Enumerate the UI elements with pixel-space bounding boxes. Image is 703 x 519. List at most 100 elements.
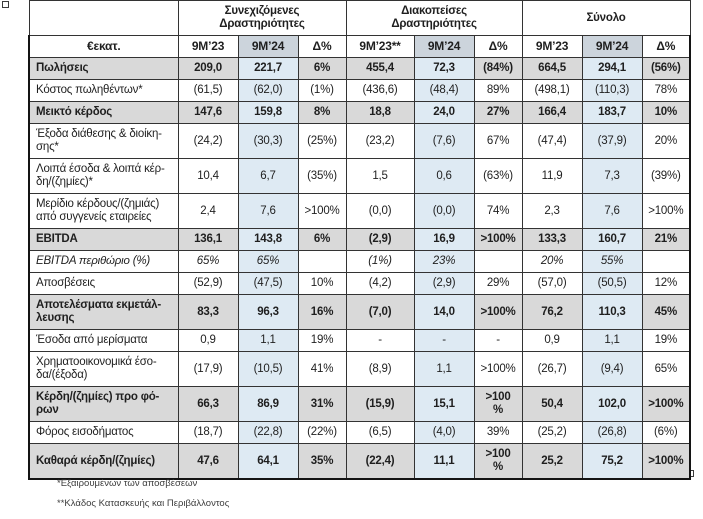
table-cell: 65% xyxy=(641,351,692,387)
table-cell: 7,3 xyxy=(581,158,643,194)
table-cell: >100% xyxy=(473,351,523,387)
footnote: *Εξαιρουμένων των αποσβέσεων xyxy=(57,478,198,489)
table-cell: 10% xyxy=(297,272,347,295)
table-cell: 455,4 xyxy=(345,57,415,80)
table-cell: 16,9 xyxy=(413,228,475,251)
table-cell: 160,7 xyxy=(581,228,643,251)
table-cell: 39% xyxy=(473,421,523,444)
row-label: EBITDA xyxy=(28,228,179,251)
table-cell: (498,1) xyxy=(521,79,583,102)
table-cell: (10,5) xyxy=(237,351,299,387)
table-cell: (23,2) xyxy=(345,123,415,159)
column-group-row: Συνεχιζόμενες Δραστηριότητες Διακοπείσες … xyxy=(28,0,691,36)
table-cell: 41% xyxy=(297,351,347,387)
table-cell: 24,0 xyxy=(413,101,475,124)
table-cell: 8% xyxy=(297,101,347,124)
row-label: EBITDA περιθώριο (%) xyxy=(28,250,179,273)
table-cell: 16% xyxy=(297,294,347,330)
table-body: Πωλήσεις 209,0 221,7 6% 455,4 72,3 (84%) 664,5 2… xyxy=(28,57,692,480)
table-cell: 96,3 xyxy=(237,294,299,330)
table-cell: (25%) xyxy=(297,123,347,159)
table-cell: 6% xyxy=(297,57,347,80)
table-cell: (61,5) xyxy=(177,79,239,102)
table-cell: 35% xyxy=(297,443,347,480)
table-cell: (6%) xyxy=(641,421,692,444)
row-label: Έξοδα διάθεσης & διοίκη- σης* xyxy=(28,123,179,159)
table-cell: >100% xyxy=(473,294,523,330)
table-cell: 64,1 xyxy=(237,443,299,480)
table-cell: 74% xyxy=(473,193,523,229)
table-cell: (37,9) xyxy=(581,123,643,159)
table-cell: (47,4) xyxy=(521,123,583,159)
table-cell: (24,2) xyxy=(177,123,239,159)
table-cell: (56%) xyxy=(641,57,692,80)
resize-handle-top-left[interactable] xyxy=(2,1,9,8)
column-group-header: Συνεχιζόμενες Δραστηριότητες xyxy=(177,0,347,36)
table-cell: (62,0) xyxy=(237,79,299,102)
table-cell: 0,9 xyxy=(177,329,239,352)
table-cell: 78% xyxy=(641,79,692,102)
table-cell: - xyxy=(345,329,415,352)
table-cell: 55% xyxy=(581,250,643,273)
table-cell: 47,6 xyxy=(177,443,239,480)
table-cell: 18,8 xyxy=(345,101,415,124)
column-header: 9M’24 xyxy=(413,35,475,58)
table-cell: (4,0) xyxy=(413,421,475,444)
column-header: 9M’24 xyxy=(581,35,643,58)
table-cell: (22,8) xyxy=(237,421,299,444)
column-header: 9M’24 xyxy=(237,35,299,58)
table-cell: 76,2 xyxy=(521,294,583,330)
row-label: Χρηματοοικονομικά έσο- δα/(έξοδα) xyxy=(28,351,179,387)
table-cell: (7,6) xyxy=(413,123,475,159)
table-cell: 1,1 xyxy=(237,329,299,352)
table-cell: (35%) xyxy=(297,158,347,194)
table-cell: 10% xyxy=(641,101,692,124)
table-cell: 166,4 xyxy=(521,101,583,124)
table-cell: >100 % xyxy=(473,386,523,422)
table-cell: (22,4) xyxy=(345,443,415,480)
table-cell: 20% xyxy=(521,250,583,273)
row-label: Φόρος εισοδήματος xyxy=(28,421,179,444)
row-label: Καθαρά κέρδη/(ζημίες) xyxy=(28,443,179,480)
table-cell: (48,4) xyxy=(413,79,475,102)
row-label: Λοιπά έσοδα & λοιπά κέρ- δη/(ζημίες)* xyxy=(28,158,179,194)
footnote: **Κλάδος Κατασκευής και Περιβάλλοντος xyxy=(57,498,230,509)
table-cell: 1,5 xyxy=(345,158,415,194)
table-cell: (30,3) xyxy=(237,123,299,159)
table-cell: (26,8) xyxy=(581,421,643,444)
table-cell: 294,1 xyxy=(581,57,643,80)
table-cell: 50,4 xyxy=(521,386,583,422)
table-cell: (110,3) xyxy=(581,79,643,102)
table-cell: 75,2 xyxy=(581,443,643,480)
table-cell: (4,2) xyxy=(345,272,415,295)
table-cell: 0,9 xyxy=(521,329,583,352)
column-header: 9M’23 xyxy=(521,35,583,58)
table-cell: (17,9) xyxy=(177,351,239,387)
table-cell: (2,9) xyxy=(345,228,415,251)
table-cell: 20% xyxy=(641,123,692,159)
table-cell: 0,6 xyxy=(413,158,475,194)
column-header: Δ% xyxy=(297,35,347,58)
row-label: Κέρδη/(ζημίες) προ φό- ρων xyxy=(28,386,179,422)
table-row: Φόρος εισοδήματος (18,7) (22,8) (22%) (6,5)(… xyxy=(28,421,692,444)
table-cell: 15,1 xyxy=(413,386,475,422)
table-cell: 7,6 xyxy=(237,193,299,229)
table-row: Καθαρά κέρδη/(ζημίες) 47,6 64,1 35% (22,4) 11… xyxy=(28,443,692,480)
column-header-row: €εκατ. 9M’23 9M’24 Δ% 9M’23** 9M’24 Δ% 9M’23 9M’… xyxy=(28,35,692,58)
table-row: EBITDA περιθώριο (%) 65% 65% (1%) 23% 20% 55% xyxy=(28,250,692,273)
table-cell: 102,0 xyxy=(581,386,643,422)
row-label: Κόστος πωληθέντων* xyxy=(28,79,179,102)
table-row: Μερίδιο κέρδους/(ζημιάς) από συγγενείς ε… xyxy=(28,193,692,229)
table-row: Μεικτό κέρδος 147,6 159,8 8% 18,8 24,0 27% 166,… xyxy=(28,101,692,124)
table-cell xyxy=(297,250,347,273)
table-cell: 89% xyxy=(473,79,523,102)
table-cell: 143,8 xyxy=(237,228,299,251)
table-cell: - xyxy=(473,329,523,352)
table-cell: (0,0) xyxy=(413,193,475,229)
table-cell: 6,7 xyxy=(237,158,299,194)
financial-results-table: Συνεχιζόμενες Δραστηριότητες Διακοπείσες … xyxy=(28,0,692,480)
table-cell: 209,0 xyxy=(177,57,239,80)
footnotes: *Εξαιρουμένων των αποσβέσεων **Κλάδος Κα… xyxy=(57,478,229,518)
table-cell: (84%) xyxy=(473,57,523,80)
